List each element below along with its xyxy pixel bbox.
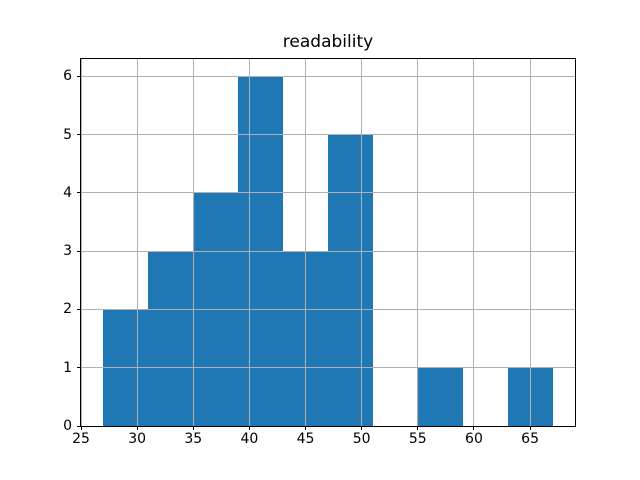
grid-line-horizontal	[81, 250, 575, 252]
x-tick-label: 45	[296, 431, 315, 447]
y-tick-mark	[77, 308, 81, 310]
x-tick-label: 60	[465, 431, 483, 447]
grid-line-vertical	[529, 59, 531, 426]
x-tick-mark	[192, 426, 194, 430]
y-tick-label: 1	[63, 359, 72, 376]
grid-line-horizontal	[81, 425, 575, 426]
grid-line-horizontal	[81, 192, 575, 194]
x-tick-label: 50	[352, 431, 371, 447]
plot-region	[81, 59, 575, 426]
x-tick-label: 25	[72, 431, 90, 447]
grid-line-vertical	[473, 59, 475, 426]
grid-line-horizontal	[81, 367, 575, 369]
grid-line-horizontal	[81, 308, 575, 310]
y-tick-mark	[77, 425, 81, 427]
histogram-bar	[328, 134, 373, 426]
axes: 25 30 35 40 45 50 55 60 65 0 1 2 3 4 5 6	[63, 58, 576, 446]
grid-line-vertical	[192, 59, 194, 426]
grid-line-vertical	[136, 59, 138, 426]
grid-line-horizontal	[81, 75, 575, 77]
x-tick-mark	[305, 426, 307, 430]
x-tick-mark	[136, 426, 138, 430]
x-tick-label: 55	[408, 431, 427, 447]
grid-line-horizontal	[81, 134, 575, 136]
chart-title: readability	[282, 32, 374, 52]
grid-line-vertical	[361, 59, 363, 426]
x-tick-mark	[529, 426, 531, 430]
x-tick-label: 40	[240, 431, 259, 447]
x-tick-mark	[417, 426, 419, 430]
x-tick-mark	[361, 426, 363, 430]
x-tick-mark	[248, 426, 250, 430]
y-tick-label: 2	[63, 301, 72, 318]
grid-line-vertical	[305, 59, 307, 426]
y-tick-label: 5	[63, 126, 72, 143]
y-tick-label: 0	[63, 418, 72, 434]
y-tick-label: 6	[63, 68, 72, 85]
y-tick-mark	[77, 250, 81, 252]
x-tick-label: 65	[521, 431, 539, 447]
x-tick-label: 35	[184, 431, 203, 447]
y-tick-mark	[77, 75, 81, 77]
x-tick-mark	[473, 426, 475, 430]
histogram-bar	[148, 251, 194, 426]
grid-line-vertical	[81, 59, 82, 426]
y-tick-label: 3	[63, 243, 72, 260]
x-tick-mark	[80, 426, 82, 430]
y-tick-mark	[77, 192, 81, 194]
y-tick-mark	[77, 367, 81, 369]
grid-line-vertical	[417, 59, 419, 426]
histogram-bar	[417, 367, 463, 426]
y-tick-label: 4	[63, 184, 72, 201]
y-tick-mark	[77, 134, 81, 136]
grid-line-vertical	[248, 59, 250, 426]
x-tick-label: 30	[128, 431, 147, 447]
